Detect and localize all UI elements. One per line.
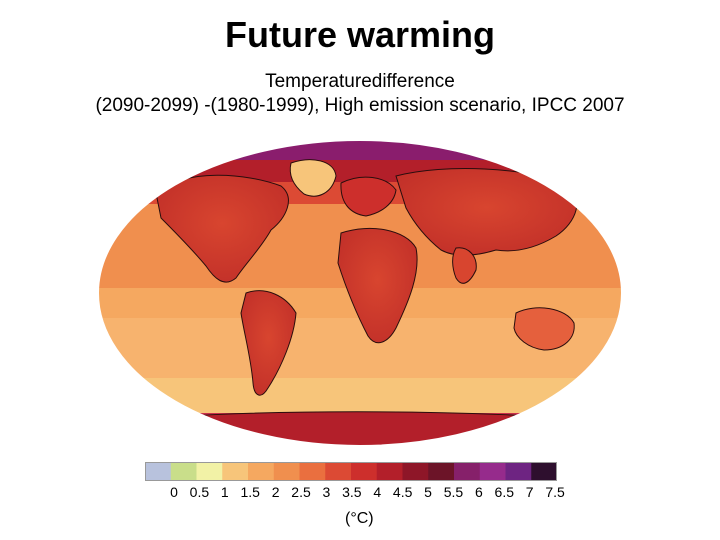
colorbar-tick-label: 3.5 [342, 484, 362, 500]
colorbar-swatch [402, 462, 429, 481]
colorbar-tick-label: 0 [170, 484, 178, 500]
colorbar-frame [145, 462, 557, 481]
colorbar-tick-labels: 0 0.5 1 1.5 2 2.5 3 3.5 4 4.5 5 5.5 6 6.5 7 7.5 [145, 484, 565, 502]
colorbar-swatch [479, 462, 506, 481]
colorbar-tick-label: 7 [525, 484, 534, 500]
legend-unit: (°C) [345, 510, 374, 527]
colorbar-tick-label: 6 [474, 484, 483, 500]
colorbar-swatch [170, 462, 197, 481]
slide-subtitle: Temperaturedifference (2090-2099) -(1980… [0, 70, 720, 118]
colorbar-swatch [505, 462, 532, 481]
colorbar-legend: 0 0.5 1 1.5 2 2.5 3 3.5 4 4.5 5 5.5 6 6.5 7 7.5 [145, 462, 565, 522]
world-map-image [97, 139, 623, 447]
colorbar-tick-label: 0.5 [189, 484, 210, 500]
subtitle-line-2: (2090-2099) -(1980-1999), High emission … [95, 95, 625, 116]
colorbar-swatch [454, 462, 481, 481]
colorbar-swatch [145, 462, 172, 481]
colorbar-swatch [222, 462, 249, 481]
colorbar-swatch [196, 462, 223, 481]
colorbar-tick-label: 7.5 [545, 484, 565, 500]
colorbar-tick-label: 6.5 [494, 484, 514, 500]
colorbar-swatch [428, 462, 455, 481]
colorbar-swatches [145, 462, 557, 481]
colorbar [145, 462, 557, 481]
colorbar-swatch [531, 462, 557, 481]
colorbar-tick-label: 3 [322, 484, 331, 500]
colorbar-swatch [325, 462, 352, 481]
colorbar-tick-label: 5 [424, 484, 432, 500]
colorbar-swatch [376, 462, 403, 481]
colorbar-tick-label: 1 [220, 484, 229, 500]
colorbar-swatch [351, 462, 378, 481]
colorbar-tick-label: 2 [271, 484, 280, 500]
colorbar-swatch [248, 462, 275, 481]
colorbar-tick-label: 4 [373, 484, 382, 500]
colorbar-swatch [273, 462, 300, 481]
slide-title: Future warming [224, 14, 496, 55]
colorbar-tick-label: 1.5 [240, 484, 260, 500]
colorbar-tick-label: 5.5 [443, 484, 464, 500]
colorbar-tick-label: 2.5 [291, 484, 311, 500]
subtitle-line-1: Temperaturedifference [265, 71, 455, 92]
colorbar-swatch [299, 462, 326, 481]
warming-map [96, 138, 624, 448]
colorbar-tick-label: 4.5 [392, 484, 413, 500]
